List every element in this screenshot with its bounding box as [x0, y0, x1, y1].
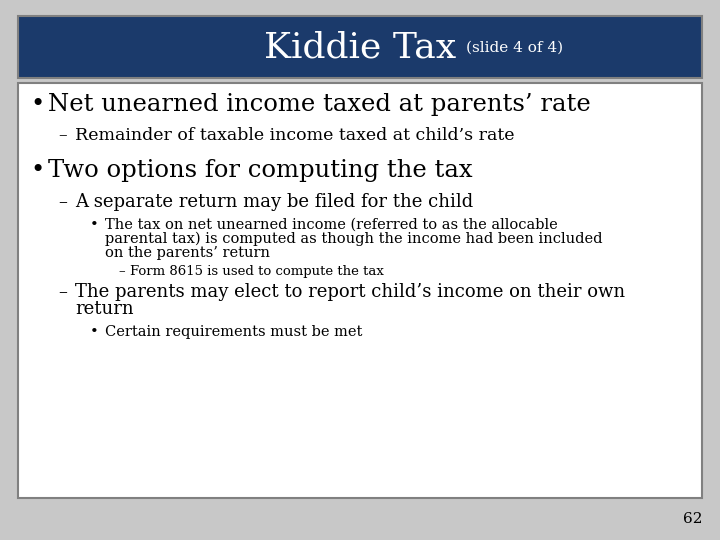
Text: A separate return may be filed for the child: A separate return may be filed for the c…: [75, 193, 473, 211]
Text: Net unearned income taxed at parents’ rate: Net unearned income taxed at parents’ ra…: [48, 93, 590, 116]
Text: Kiddie Tax: Kiddie Tax: [264, 30, 456, 64]
Text: Certain requirements must be met: Certain requirements must be met: [105, 325, 362, 339]
Text: The tax on net unearned income (referred to as the allocable: The tax on net unearned income (referred…: [105, 218, 558, 232]
Text: •: •: [90, 325, 99, 339]
Text: Two options for computing the tax: Two options for computing the tax: [48, 159, 472, 182]
FancyBboxPatch shape: [18, 83, 702, 498]
Text: The parents may elect to report child’s income on their own: The parents may elect to report child’s …: [75, 283, 625, 301]
Text: parental tax) is computed as though the income had been included: parental tax) is computed as though the …: [105, 232, 603, 246]
Text: on the parents’ return: on the parents’ return: [105, 246, 270, 260]
Text: •: •: [30, 159, 44, 182]
Text: –: –: [58, 127, 67, 144]
Text: –: –: [118, 265, 125, 278]
FancyBboxPatch shape: [18, 16, 702, 78]
Text: (slide 4 of 4): (slide 4 of 4): [466, 41, 563, 55]
Text: •: •: [30, 93, 44, 116]
Text: 62: 62: [683, 512, 703, 526]
Text: Remainder of taxable income taxed at child’s rate: Remainder of taxable income taxed at chi…: [75, 127, 515, 144]
Text: return: return: [75, 300, 134, 319]
Text: –: –: [58, 283, 67, 301]
Text: –: –: [58, 193, 67, 211]
Text: •: •: [90, 218, 99, 232]
Text: Form 8615 is used to compute the tax: Form 8615 is used to compute the tax: [130, 265, 384, 278]
